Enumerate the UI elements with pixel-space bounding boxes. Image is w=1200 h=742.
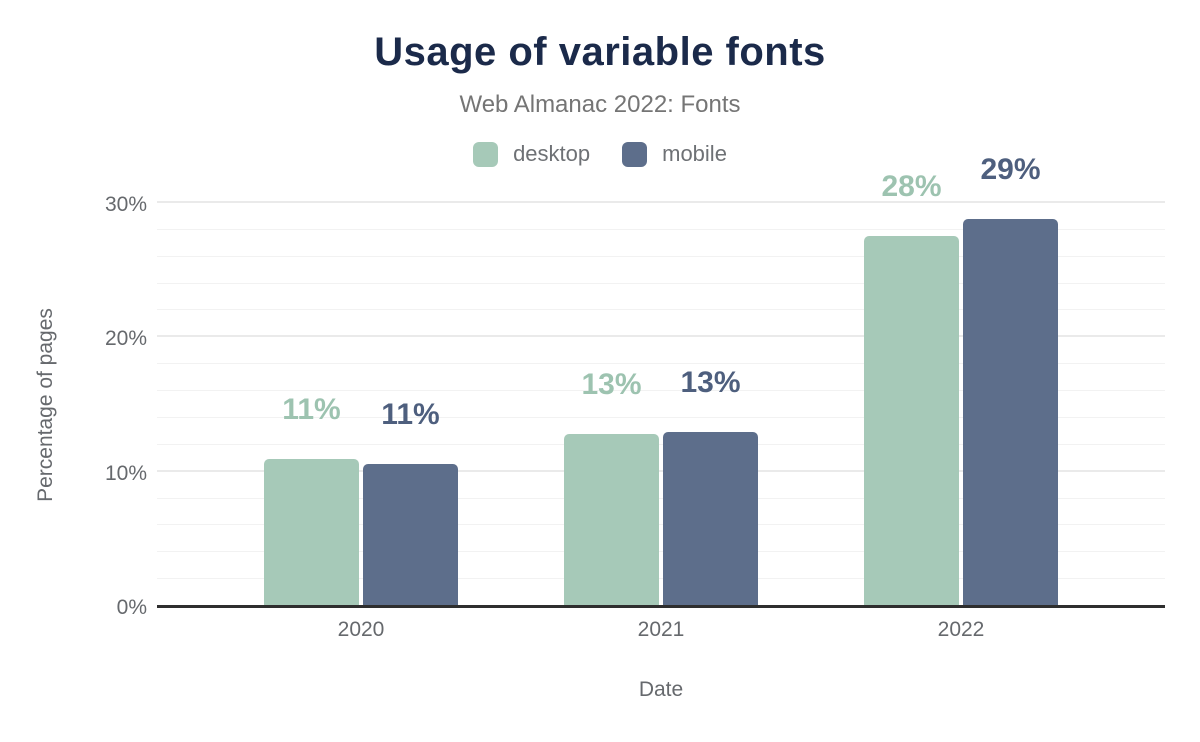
gridline-14 bbox=[157, 416, 1165, 418]
value-label-desktop-2020: 11% bbox=[282, 392, 341, 426]
y-tick-label-10%: 10% bbox=[104, 461, 147, 485]
gridline-12 bbox=[157, 443, 1165, 445]
gridline-20 bbox=[157, 335, 1165, 338]
x-axis-title: Date bbox=[638, 678, 684, 701]
gridline-30 bbox=[157, 201, 1165, 203]
bar-desktop-2021 bbox=[564, 434, 659, 605]
bar-mobile-2020 bbox=[363, 463, 458, 605]
legend-label-mobile: mobile bbox=[662, 141, 727, 166]
gridline-10 bbox=[157, 469, 1165, 472]
value-label-desktop-2021: 13% bbox=[581, 368, 642, 402]
legend-item-mobile: mobile bbox=[622, 141, 727, 167]
y-axis-title: Percentage of pages bbox=[34, 308, 57, 502]
chart-title: Usage of variable fonts bbox=[374, 30, 826, 74]
x-tick-label-2020: 2020 bbox=[337, 618, 385, 641]
gridline-22 bbox=[157, 309, 1165, 311]
gridline-4 bbox=[157, 551, 1165, 553]
bar-mobile-2022 bbox=[963, 219, 1058, 605]
gridline-18 bbox=[157, 363, 1165, 365]
gridline-6 bbox=[157, 524, 1165, 526]
value-label-mobile-2022: 29% bbox=[980, 153, 1041, 187]
legend-swatch-mobile-icon bbox=[622, 141, 648, 167]
y-tick-label-30%: 30% bbox=[104, 193, 147, 216]
gridline-28 bbox=[157, 228, 1165, 230]
gridline-8 bbox=[157, 497, 1165, 499]
gridline-24 bbox=[157, 282, 1165, 284]
gridline-2 bbox=[157, 578, 1165, 580]
legend-item-desktop: desktop bbox=[473, 141, 590, 167]
bar-desktop-2022 bbox=[864, 235, 959, 605]
bar-desktop-2020 bbox=[264, 458, 359, 605]
y-tick-label-20%: 20% bbox=[104, 327, 147, 351]
value-label-desktop-2022: 28% bbox=[881, 169, 942, 203]
value-label-mobile-2021: 13% bbox=[680, 365, 741, 399]
plot-area: 11% 11% 13% 13% 28% 29% bbox=[157, 155, 1165, 608]
bar-mobile-2021 bbox=[663, 431, 758, 605]
x-tick-label-2021: 2021 bbox=[637, 618, 685, 641]
y-tick-label-0%: 0% bbox=[116, 596, 147, 619]
gridline-26 bbox=[157, 255, 1165, 257]
x-tick-label-2022: 2022 bbox=[937, 618, 985, 641]
chart-subtitle: Web Almanac 2022: Fonts bbox=[459, 91, 741, 118]
legend-label-desktop: desktop bbox=[513, 141, 591, 166]
legend-swatch-desktop-icon bbox=[473, 141, 499, 167]
value-label-mobile-2020: 11% bbox=[381, 397, 440, 431]
legend: desktop mobile bbox=[0, 141, 1200, 167]
gridline-16 bbox=[157, 390, 1165, 392]
